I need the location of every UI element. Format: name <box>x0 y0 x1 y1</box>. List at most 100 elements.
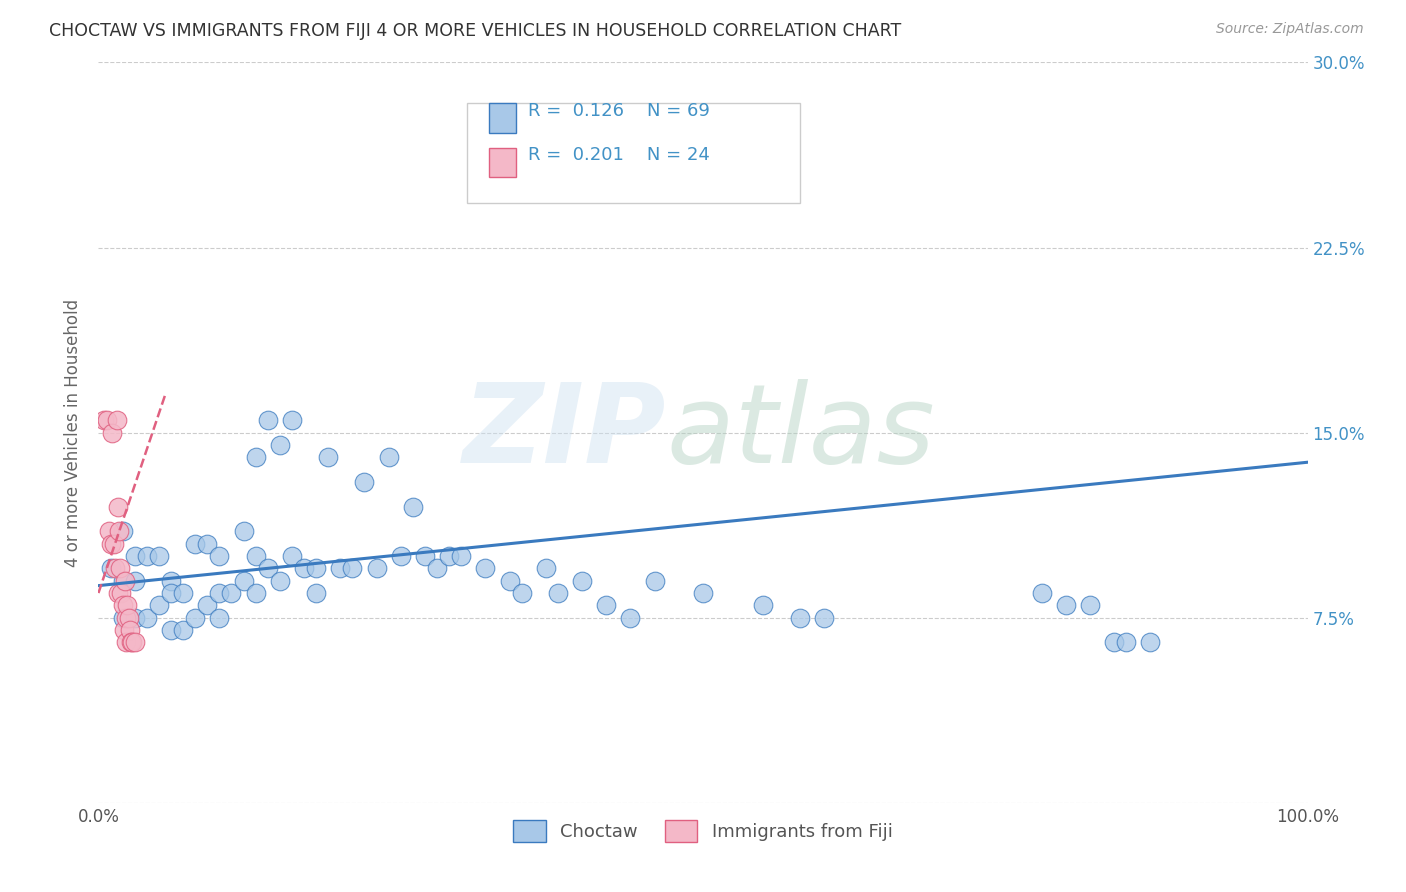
Point <box>148 599 170 613</box>
Point <box>208 586 231 600</box>
Point <box>316 450 339 465</box>
Point <box>245 586 267 600</box>
Point <box>595 599 617 613</box>
Point <box>160 623 183 637</box>
Text: ZIP: ZIP <box>463 379 666 486</box>
Point <box>752 599 775 613</box>
Point <box>124 549 146 563</box>
Point <box>184 610 207 624</box>
Point <box>329 561 352 575</box>
Point <box>269 574 291 588</box>
Point <box>256 561 278 575</box>
Point <box>245 450 267 465</box>
Point <box>232 574 254 588</box>
Point <box>115 635 138 649</box>
Point <box>692 586 714 600</box>
Point <box>105 413 128 427</box>
Point <box>100 536 122 550</box>
Point <box>160 586 183 600</box>
Text: R =  0.201    N = 24: R = 0.201 N = 24 <box>527 146 710 164</box>
Point <box>112 623 135 637</box>
Point <box>111 599 134 613</box>
Point <box>110 586 132 600</box>
Point <box>644 574 666 588</box>
Point <box>813 610 835 624</box>
Point <box>114 574 136 588</box>
Point <box>104 561 127 575</box>
Point <box>117 599 139 613</box>
Point <box>111 574 134 588</box>
Point <box>172 586 194 600</box>
Point <box>292 561 315 575</box>
Text: atlas: atlas <box>666 379 935 486</box>
Text: R =  0.126    N = 69: R = 0.126 N = 69 <box>527 102 710 120</box>
Point <box>534 561 557 575</box>
Point <box>269 438 291 452</box>
Point <box>1115 635 1137 649</box>
Point <box>281 413 304 427</box>
Point <box>96 413 118 427</box>
Text: Source: ZipAtlas.com: Source: ZipAtlas.com <box>1216 22 1364 37</box>
FancyBboxPatch shape <box>467 103 800 203</box>
Point <box>195 599 218 613</box>
Point <box>121 635 143 649</box>
Point <box>115 610 138 624</box>
Point <box>281 549 304 563</box>
Point <box>402 500 425 514</box>
Point <box>1139 635 1161 649</box>
Point <box>353 475 375 489</box>
Point <box>107 586 129 600</box>
Point <box>135 549 157 563</box>
Point <box>124 610 146 624</box>
Point <box>1078 599 1101 613</box>
Point <box>1031 586 1053 600</box>
Point <box>366 561 388 575</box>
Point <box>93 413 115 427</box>
Point <box>389 549 412 563</box>
Point <box>111 610 134 624</box>
Point <box>120 635 142 649</box>
Point <box>377 450 399 465</box>
Point <box>135 610 157 624</box>
Y-axis label: 4 or more Vehicles in Household: 4 or more Vehicles in Household <box>65 299 83 566</box>
Point <box>245 549 267 563</box>
Point <box>148 549 170 563</box>
Point <box>305 586 328 600</box>
Point <box>172 623 194 637</box>
Point <box>107 500 129 514</box>
FancyBboxPatch shape <box>489 147 516 178</box>
Point <box>232 524 254 539</box>
Point <box>342 561 364 575</box>
Point <box>510 586 533 600</box>
Point <box>789 610 811 624</box>
Point <box>413 549 436 563</box>
Point <box>450 549 472 563</box>
Point <box>1054 599 1077 613</box>
Point <box>118 623 141 637</box>
Point <box>98 524 121 539</box>
Point <box>124 574 146 588</box>
Point <box>498 574 520 588</box>
Point <box>184 536 207 550</box>
Point <box>221 586 243 600</box>
Point <box>108 524 131 539</box>
Point <box>256 413 278 427</box>
Point <box>108 561 131 575</box>
Point <box>124 635 146 649</box>
Point <box>305 561 328 575</box>
Point <box>100 561 122 575</box>
Point <box>160 574 183 588</box>
Point <box>547 586 569 600</box>
Point <box>195 536 218 550</box>
Legend: Choctaw, Immigrants from Fiji: Choctaw, Immigrants from Fiji <box>506 813 900 849</box>
Point <box>474 561 496 575</box>
Point <box>103 536 125 550</box>
Text: CHOCTAW VS IMMIGRANTS FROM FIJI 4 OR MORE VEHICLES IN HOUSEHOLD CORRELATION CHAR: CHOCTAW VS IMMIGRANTS FROM FIJI 4 OR MOR… <box>49 22 901 40</box>
Point <box>208 610 231 624</box>
Point <box>619 610 641 624</box>
Point <box>118 610 141 624</box>
Point <box>437 549 460 563</box>
Point <box>100 425 122 440</box>
Point <box>426 561 449 575</box>
Point <box>208 549 231 563</box>
